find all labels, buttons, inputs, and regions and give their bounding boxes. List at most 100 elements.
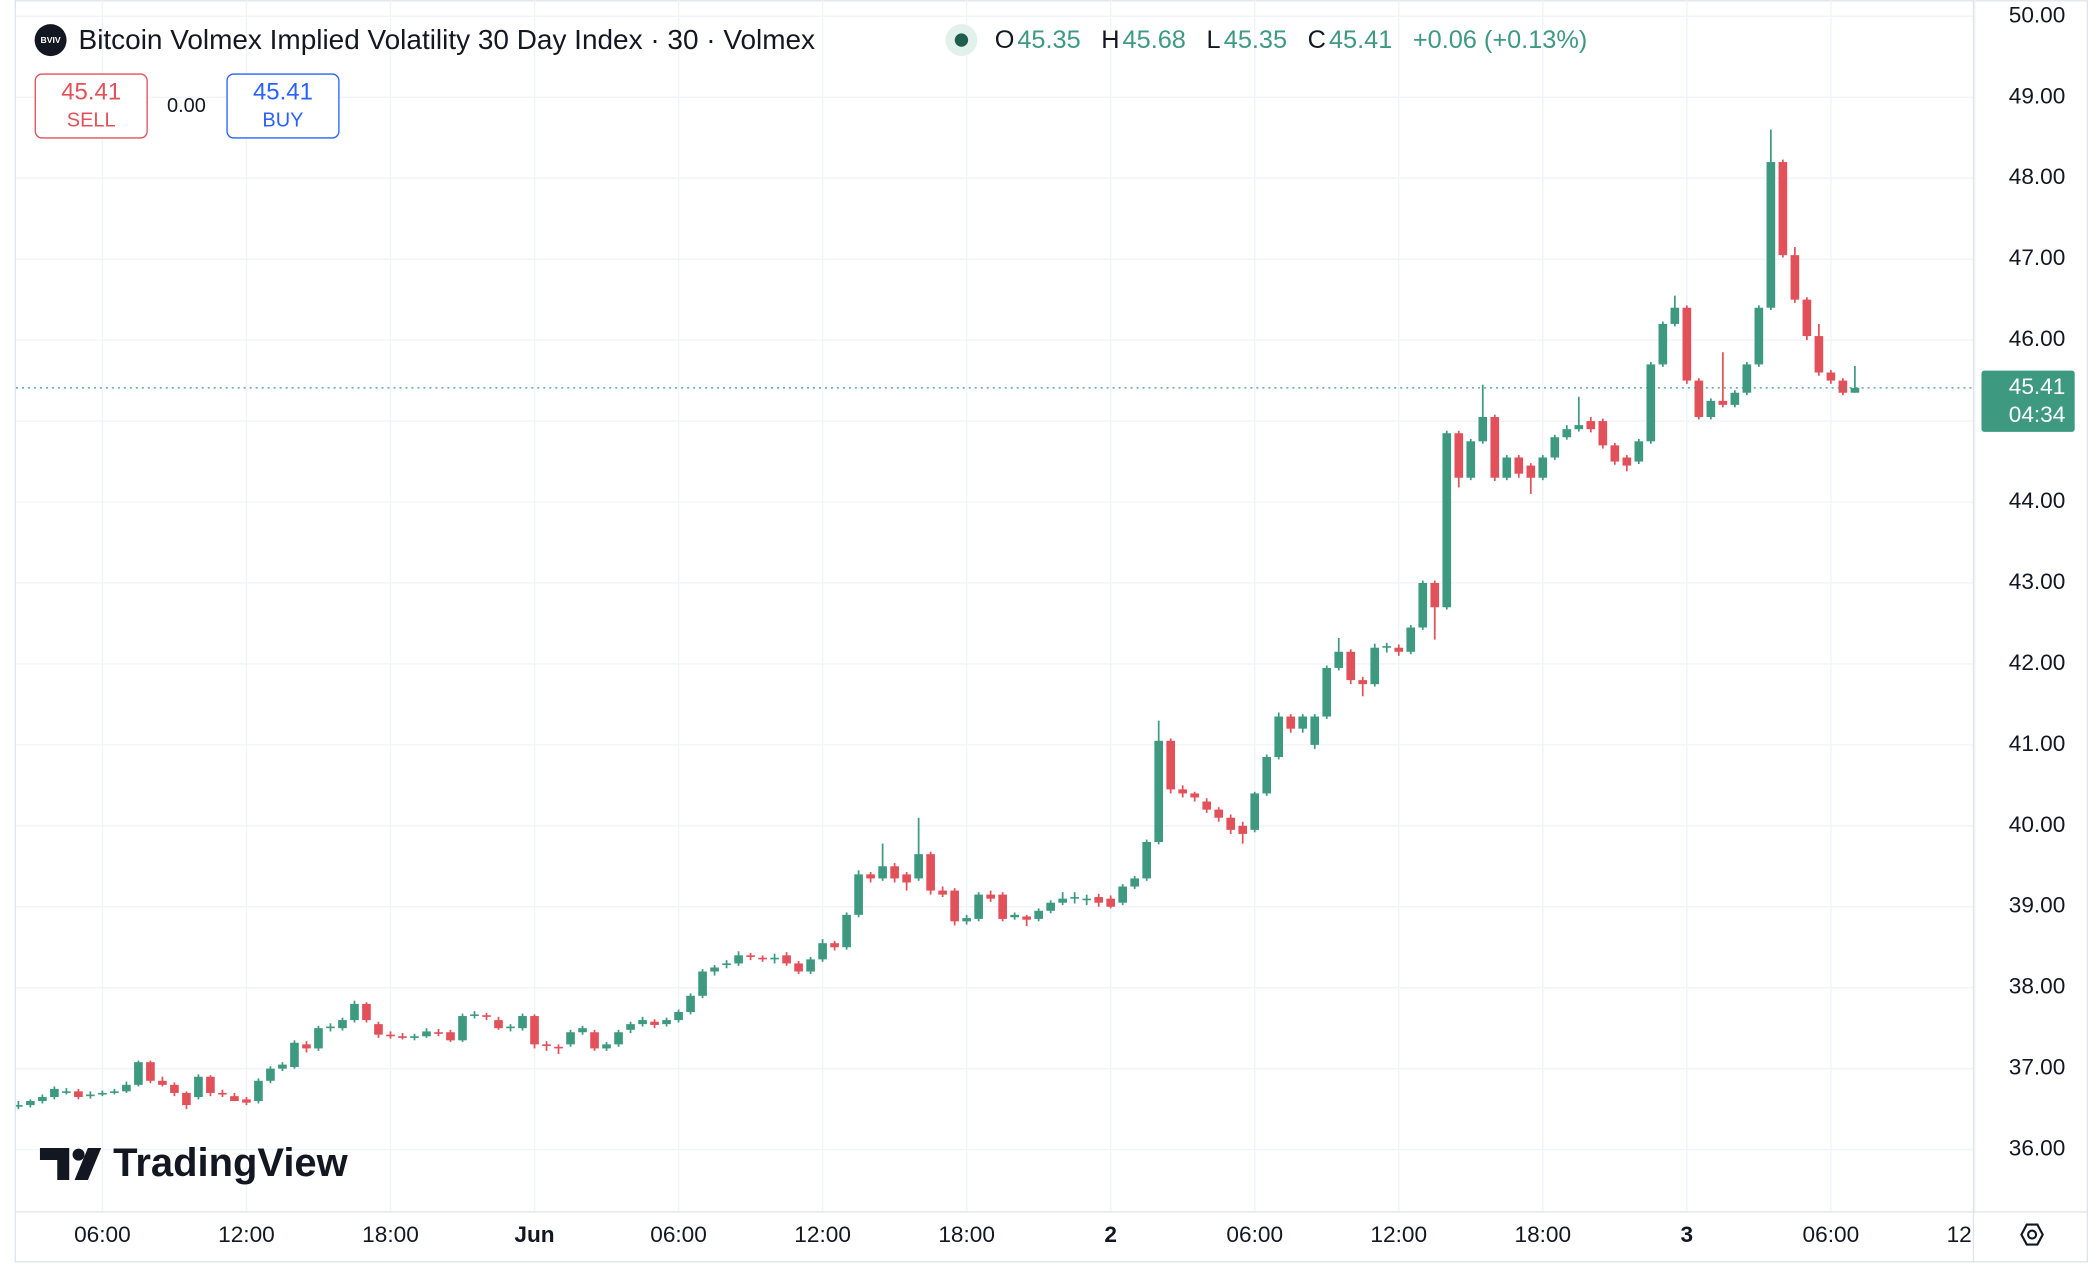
candle-body [1478, 417, 1488, 442]
candle-body [1622, 457, 1632, 466]
candle-body [1238, 825, 1248, 834]
candle-body [1394, 647, 1404, 652]
buy-price: 45.41 [253, 79, 313, 106]
x-tick-label: 18:00 [938, 1222, 995, 1247]
candle-body [758, 957, 767, 960]
price-axis: 36.00 37.00 38.00 39.00 40.00 41.00 42.00 43.00… [2009, 2, 2066, 1160]
candle-body [62, 1091, 71, 1093]
candle-body [1070, 897, 1079, 899]
y-tick-label: 38.00 [2009, 974, 2066, 999]
candle-body [722, 963, 731, 966]
candle-body [818, 943, 827, 960]
candle-body [278, 1064, 287, 1069]
y-tick-label: 47.00 [2009, 245, 2066, 270]
candle-body [266, 1068, 275, 1081]
candle-body [158, 1080, 167, 1085]
candle-body [326, 1026, 335, 1029]
settings-button[interactable] [2020, 1223, 2044, 1246]
y-tick-label: 49.00 [2009, 83, 2066, 108]
y-tick-label: 44.00 [2009, 488, 2066, 513]
candle-body [1694, 380, 1704, 418]
candle-body [1118, 886, 1128, 903]
candle-body [566, 1032, 575, 1045]
candle-body [1310, 716, 1320, 745]
last-price-tag [1981, 370, 2075, 432]
candle-body [506, 1026, 515, 1029]
candle-body [662, 1020, 671, 1025]
candle-body [1634, 441, 1644, 462]
candle-body [1814, 336, 1824, 373]
candle-body [314, 1028, 323, 1049]
candle-body [638, 1020, 647, 1025]
candle-body [626, 1024, 635, 1030]
candle-body [1598, 421, 1608, 446]
candle-body [1658, 323, 1668, 365]
candle-body [806, 959, 815, 972]
sell-button[interactable] [34, 73, 148, 139]
sell-price: 45.41 [61, 79, 121, 106]
candle-body [1538, 457, 1548, 478]
y-tick-label: 39.00 [2009, 893, 2066, 918]
candle-body [422, 1031, 431, 1037]
candle-body [554, 1046, 563, 1049]
candle-body [938, 890, 947, 895]
candle-body [1802, 299, 1812, 337]
symbol-title[interactable]: Bitcoin Volmex Implied Volatility 30 Day… [79, 24, 815, 55]
candle-body [1406, 627, 1416, 652]
candle-body [1730, 392, 1740, 405]
candle-body [914, 854, 923, 879]
candle-body [170, 1084, 179, 1093]
candle-body [1766, 162, 1776, 308]
candle-body [1454, 433, 1464, 478]
candle-body [614, 1032, 623, 1045]
candle-body [890, 866, 899, 879]
x-tick-label: 06:00 [650, 1222, 707, 1247]
candle-body [1646, 364, 1656, 442]
candle-body [350, 1003, 359, 1021]
candle-body [878, 866, 887, 879]
candle-body [1586, 421, 1596, 430]
candle-body [290, 1042, 299, 1068]
candle-body [302, 1044, 311, 1049]
candle-body [182, 1092, 191, 1106]
candle-body [1046, 902, 1055, 911]
candle-body [1706, 400, 1716, 418]
candle-body [782, 955, 791, 964]
candles [15, 129, 1974, 1110]
y-tick-label: 46.00 [2009, 326, 2066, 351]
candle-body [458, 1016, 467, 1041]
candle-body [1718, 400, 1728, 405]
candle-body [1358, 680, 1368, 685]
candle-body [194, 1076, 203, 1097]
candle-body [1490, 417, 1500, 478]
y-tick-label: 40.00 [2009, 812, 2066, 837]
last-price-label: 45.41 [2009, 374, 2066, 399]
candle-body [902, 874, 911, 883]
candle-body [1250, 793, 1260, 830]
candle-body [1742, 364, 1752, 393]
candle-body [1550, 437, 1560, 458]
candle-body [1058, 898, 1067, 903]
candle-body [1130, 878, 1140, 887]
candle-body [734, 955, 743, 964]
candle-body [1382, 646, 1392, 648]
buy-button[interactable] [226, 73, 340, 139]
candle-body [1034, 910, 1043, 919]
candle-body [854, 874, 863, 915]
candle-body [1610, 445, 1620, 462]
candle-body [1202, 801, 1212, 810]
y-tick-label: 42.00 [2009, 650, 2066, 675]
candle-body [50, 1088, 59, 1097]
y-tick-label: 43.00 [2009, 569, 2066, 594]
candle-body [1502, 457, 1512, 478]
candle-body [206, 1076, 215, 1093]
grid [15, 0, 1976, 1212]
candle-body [1094, 897, 1103, 903]
ohlc-label: O [995, 26, 1015, 54]
ohlc-label: H [1101, 26, 1119, 54]
candle-body [1082, 898, 1091, 901]
candle-body [746, 955, 755, 957]
candle-body [98, 1092, 107, 1095]
y-tick-label: 41.00 [2009, 731, 2066, 756]
candle-body [602, 1044, 611, 1049]
